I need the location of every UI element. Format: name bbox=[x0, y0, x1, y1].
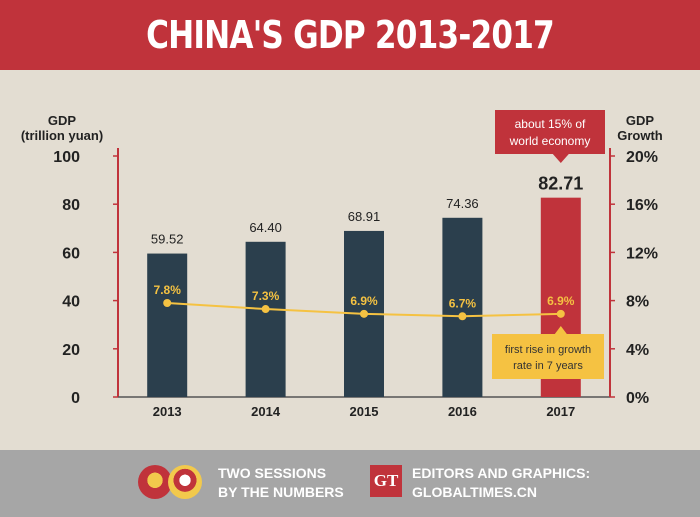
growth-value-label: 6.7% bbox=[449, 296, 477, 310]
left-tick-label: 80 bbox=[62, 197, 80, 214]
bar-value-label: 74.36 bbox=[446, 196, 479, 211]
growth-note-line-1: first rise in growth bbox=[505, 344, 591, 356]
gdp-chart: 0204060801000%4%8%12%16%20%GDP(trillion … bbox=[21, 110, 663, 419]
left-tick-label: 0 bbox=[71, 390, 80, 407]
x-tick-label: 2014 bbox=[251, 404, 281, 419]
gdp-bar bbox=[442, 217, 483, 397]
growth-value-label: 6.9% bbox=[547, 294, 575, 308]
growth-value-label: 7.8% bbox=[154, 283, 182, 297]
footer-bar bbox=[0, 450, 700, 517]
right-axis-unit: Growth bbox=[617, 128, 663, 143]
growth-point bbox=[163, 299, 172, 308]
growth-point bbox=[261, 305, 270, 314]
left-axis-title: GDP bbox=[48, 113, 77, 128]
global-times-logo: GT bbox=[370, 465, 402, 497]
bar-value-label: 82.71 bbox=[538, 174, 583, 194]
page-title: CHINA'S GDP 2013-2017 bbox=[146, 13, 555, 57]
left-tick-label: 60 bbox=[62, 245, 80, 262]
callout-line-1: about 15% of bbox=[515, 117, 586, 131]
right-tick-label: 0% bbox=[626, 390, 649, 407]
right-tick-label: 16% bbox=[626, 197, 658, 214]
bar-value-label: 64.40 bbox=[249, 220, 282, 235]
right-tick-label: 20% bbox=[626, 149, 658, 166]
left-tick-label: 20 bbox=[62, 342, 80, 359]
x-tick-label: 2017 bbox=[546, 404, 575, 419]
gdp-bar bbox=[147, 253, 188, 397]
bar-value-label: 59.52 bbox=[151, 232, 184, 247]
bar-value-label: 68.91 bbox=[348, 209, 381, 224]
x-tick-label: 2015 bbox=[350, 404, 379, 419]
growth-point bbox=[458, 312, 467, 321]
growth-point bbox=[360, 309, 368, 318]
right-axis-title: GDP bbox=[626, 113, 655, 128]
header-banner bbox=[0, 0, 700, 70]
growth-point bbox=[556, 309, 565, 318]
credits-line-2: GLOBALTIMES.CN bbox=[412, 484, 537, 500]
x-tick-label: 2016 bbox=[448, 404, 477, 419]
left-axis-unit: (trillion yuan) bbox=[21, 128, 103, 143]
right-tick-label: 8% bbox=[626, 294, 649, 311]
footer-line-1: TWO SESSIONS bbox=[218, 465, 327, 481]
callout-pointer bbox=[552, 154, 569, 163]
footer-series-title: TWO SESSIONS BY THE NUMBERS bbox=[218, 464, 358, 502]
right-tick-label: 12% bbox=[626, 245, 658, 262]
footer-line-2: BY THE NUMBERS bbox=[218, 484, 344, 500]
growth-value-label: 7.3% bbox=[252, 289, 280, 303]
note-pointer bbox=[554, 326, 567, 334]
right-tick-label: 4% bbox=[626, 342, 649, 359]
growth-note-box bbox=[492, 334, 604, 379]
left-tick-label: 100 bbox=[53, 149, 80, 166]
footer-credits: EDITORS AND GRAPHICS: GLOBALTIMES.CN bbox=[412, 464, 612, 502]
world-share-callout bbox=[495, 110, 605, 154]
left-tick-label: 40 bbox=[62, 294, 80, 311]
national-emblem-icon bbox=[138, 465, 172, 499]
x-tick-label: 2013 bbox=[153, 404, 182, 419]
party-emblem-icon bbox=[168, 465, 202, 499]
callout-line-2: world economy bbox=[509, 134, 591, 148]
growth-value-label: 6.9% bbox=[350, 294, 378, 308]
credits-line-1: EDITORS AND GRAPHICS: bbox=[412, 465, 591, 481]
gdp-bar bbox=[245, 241, 286, 397]
growth-note-line-2: rate in 7 years bbox=[513, 360, 583, 372]
